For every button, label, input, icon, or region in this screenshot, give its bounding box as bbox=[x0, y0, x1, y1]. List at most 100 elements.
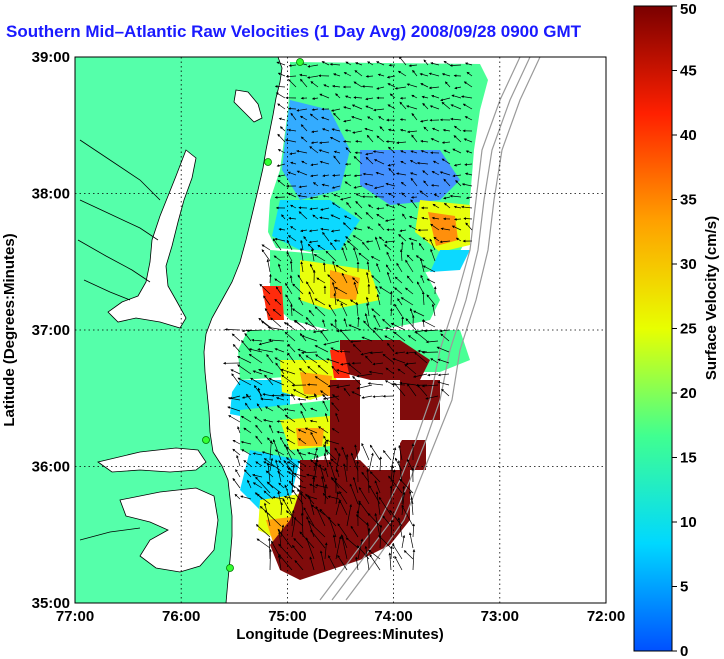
velocity-arrow bbox=[345, 537, 359, 549]
velocity-arrow bbox=[292, 283, 304, 295]
velocity-arrow bbox=[248, 353, 263, 364]
velocity-arrow bbox=[304, 322, 315, 328]
velocity-arrow bbox=[371, 275, 381, 284]
velocity-arrow bbox=[320, 227, 330, 231]
velocity-arrow bbox=[366, 226, 374, 231]
velocity-arrow bbox=[333, 150, 341, 154]
velocity-arrow bbox=[399, 229, 407, 233]
velocity-arrow bbox=[287, 471, 296, 478]
velocity-arrow bbox=[255, 524, 271, 538]
velocity-arrow bbox=[286, 251, 293, 262]
velocity-arrow bbox=[243, 460, 252, 467]
velocity-arrow bbox=[254, 492, 271, 505]
velocity-arrow bbox=[283, 459, 293, 472]
velocity-arrow bbox=[417, 384, 428, 397]
velocity-arrow bbox=[301, 351, 318, 355]
velocity-arrow bbox=[330, 242, 337, 251]
velocity-arrow bbox=[310, 407, 318, 412]
velocity-arrow bbox=[412, 523, 416, 538]
velocity-arrow bbox=[376, 262, 381, 273]
velocity-arrow bbox=[339, 491, 348, 505]
velocity-arrow bbox=[290, 161, 297, 165]
velocity-arrow bbox=[399, 128, 407, 132]
velocity-arrow bbox=[256, 538, 271, 549]
velocity-arrow bbox=[405, 259, 414, 273]
velocity-arrow bbox=[292, 308, 304, 317]
velocity-arrow bbox=[291, 516, 297, 538]
velocity-arrow bbox=[264, 406, 274, 412]
velocity-arrow bbox=[342, 222, 352, 231]
velocity-arrow bbox=[337, 554, 348, 571]
velocity-arrow bbox=[376, 207, 385, 210]
velocity-arrow bbox=[342, 463, 348, 483]
velocity-arrow bbox=[276, 61, 286, 66]
velocity-arrow bbox=[278, 553, 293, 571]
velocity-arrow bbox=[364, 127, 374, 132]
velocity-arrow bbox=[382, 353, 395, 364]
velocity-arrow bbox=[230, 369, 241, 375]
velocity-arrow bbox=[398, 444, 403, 461]
velocity-arrow bbox=[465, 150, 473, 154]
velocity-arrow bbox=[287, 467, 304, 483]
velocity-arrow bbox=[324, 467, 329, 478]
velocity-arrow bbox=[388, 552, 392, 571]
velocity-arrow bbox=[343, 242, 348, 251]
velocity-arrow bbox=[375, 285, 381, 295]
velocity-arrow bbox=[322, 174, 330, 178]
velocity-arrow bbox=[331, 428, 340, 434]
velocity-arrow bbox=[362, 172, 374, 176]
velocity-arrow bbox=[261, 320, 274, 331]
velocity-arrow bbox=[300, 78, 308, 88]
tributaries bbox=[77, 139, 161, 541]
velocity-arrow bbox=[365, 271, 370, 284]
velocity-arrow bbox=[332, 84, 341, 88]
velocity-arrow bbox=[345, 61, 352, 66]
velocity-arrow bbox=[298, 296, 304, 306]
y-tick-label: 39:00 bbox=[32, 49, 70, 66]
velocity-arrow bbox=[387, 342, 395, 353]
velocity-arrow bbox=[345, 147, 352, 154]
velocity-arrow bbox=[335, 264, 348, 273]
velocity-arrow bbox=[465, 222, 473, 231]
velocity-arrow bbox=[409, 308, 414, 317]
velocity-arrow bbox=[368, 549, 381, 560]
velocity-arrow bbox=[361, 442, 370, 461]
velocity-arrow bbox=[354, 70, 363, 77]
velocity-arrow bbox=[388, 167, 396, 176]
velocity-arrow bbox=[254, 416, 263, 423]
velocity-arrow bbox=[407, 130, 418, 134]
velocity-arrow bbox=[352, 476, 359, 494]
velocity-arrow bbox=[401, 491, 406, 516]
colorbar-tick-label: 5 bbox=[680, 579, 688, 596]
velocity-arrow bbox=[416, 161, 429, 165]
velocity-arrow bbox=[319, 216, 330, 220]
velocity-arrow bbox=[366, 302, 370, 317]
velocity-arrow bbox=[274, 278, 282, 284]
velocity-arrow bbox=[427, 373, 439, 377]
velocity-arrow bbox=[280, 436, 285, 445]
velocity-arrow bbox=[343, 387, 351, 397]
colorbar-tick-label: 35 bbox=[680, 192, 697, 209]
velocity-arrow bbox=[286, 438, 296, 445]
velocity-arrow bbox=[389, 308, 393, 317]
velocity-arrow bbox=[289, 275, 293, 284]
velocity-arrow bbox=[319, 508, 337, 527]
velocity-arrow bbox=[299, 491, 304, 516]
velocity-arrow bbox=[320, 475, 326, 494]
velocity-arrow bbox=[261, 244, 271, 251]
velocity-arrow bbox=[310, 81, 319, 88]
y-tick-labels: 39:00 38:00 37:00 36:00 35:00 bbox=[32, 49, 70, 612]
velocity-arrow bbox=[234, 493, 241, 500]
velocity-arrow bbox=[311, 108, 319, 111]
velocity-arrow bbox=[439, 329, 450, 333]
velocity-arrow bbox=[263, 295, 271, 306]
velocity-arrow bbox=[392, 358, 406, 364]
velocity-arrow bbox=[389, 93, 396, 99]
velocity-arrow bbox=[266, 259, 271, 273]
velocity-arrow bbox=[461, 95, 473, 99]
velocity-arrow bbox=[305, 316, 318, 331]
velocity-arrow bbox=[352, 130, 363, 134]
velocity-arrow bbox=[330, 458, 340, 467]
velocity-arrow bbox=[240, 495, 252, 500]
velocity-arrow bbox=[343, 215, 352, 220]
